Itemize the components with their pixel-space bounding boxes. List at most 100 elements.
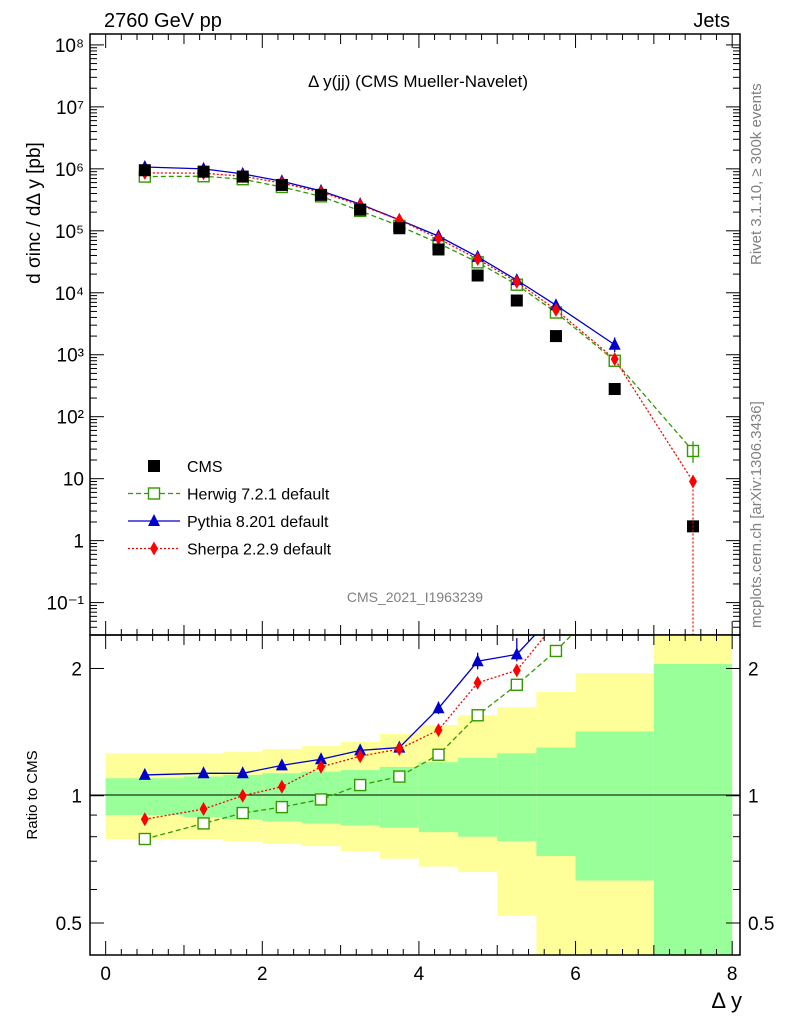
- x-tick-label: 2: [257, 964, 268, 985]
- watermark: CMS_2021_I1963239: [347, 589, 483, 605]
- ratio-series: [138, 634, 573, 846]
- x-tick-label: 6: [570, 964, 581, 985]
- data-point: [432, 243, 445, 256]
- y-tick-label: 10⁸: [55, 36, 84, 57]
- series-herwig: [138, 170, 700, 458]
- series-line: [144, 166, 616, 346]
- inner-band: [105, 778, 184, 816]
- ratio-point: [432, 748, 445, 761]
- y-tick-label: 10⁷: [56, 98, 84, 119]
- ratio-tick-label-right: 1: [748, 787, 759, 808]
- data-point: [434, 231, 443, 246]
- ratio-tick-label-right: 2: [748, 659, 759, 680]
- inner-band: [458, 757, 498, 837]
- ratio-point: [277, 779, 286, 794]
- ratio-point: [199, 802, 208, 817]
- header-right: Jets: [693, 10, 730, 32]
- ratio-point: [473, 675, 482, 690]
- series-pythia: [138, 160, 621, 350]
- side-text-bottom: mcplots.cern.ch [arXiv:1306.3436]: [748, 401, 765, 628]
- data-point: [275, 178, 288, 191]
- ratio-point: [236, 806, 249, 820]
- ratio-point: [275, 800, 289, 814]
- inner-band: [497, 753, 537, 842]
- data-point: [510, 294, 523, 307]
- legend-label: Pythia 8.201 default: [187, 514, 329, 531]
- ratio-series-herwig: [138, 634, 573, 846]
- ratio-point: [393, 770, 406, 783]
- y-tick-label: 10³: [57, 346, 84, 367]
- ratio-plot: 0.5 0.5 1 1 2 2 0 2 4 6 8 Ratio to CMS Δ y: [24, 34, 774, 1013]
- legend-label: Sherpa 2.2.9 default: [187, 542, 332, 559]
- data-point: [393, 222, 406, 235]
- ratio-series-sherpa: [140, 634, 547, 827]
- ratio-point: [317, 759, 326, 774]
- y-tick-label: 1: [73, 532, 84, 553]
- ratio-point: [138, 767, 151, 780]
- ratio-point: [471, 709, 484, 722]
- series-cms: [138, 164, 700, 533]
- ratio-tick-label: 1: [71, 787, 82, 808]
- legend-marker: [148, 514, 160, 526]
- data-point: [610, 352, 619, 367]
- y-tick-label: 10⁵: [55, 222, 84, 243]
- data-point: [354, 203, 367, 216]
- legend-marker: [148, 460, 160, 472]
- side-text-top: Rivet 3.1.10, ≥ 300k events: [748, 83, 765, 265]
- legend-marker: [150, 541, 158, 556]
- y-tick-label: 10: [63, 470, 84, 491]
- inner-band: [653, 663, 733, 955]
- series-line: [144, 175, 694, 452]
- ratio-point: [434, 723, 443, 738]
- ratio-plot-frame: [89, 634, 741, 956]
- ratio-point: [356, 749, 365, 764]
- x-tick-label: 4: [414, 964, 425, 985]
- inner-band: [575, 731, 654, 881]
- ratio-point: [510, 678, 524, 691]
- inner-band: [536, 747, 576, 857]
- x-tick-label: 0: [100, 964, 111, 985]
- legend-label: Herwig 7.2.1 default: [187, 487, 330, 504]
- ratio-point: [395, 741, 404, 756]
- ratio-tick-label: 0.5: [56, 914, 82, 935]
- data-point: [473, 252, 482, 267]
- main-series: [138, 160, 700, 635]
- ratio-y-axis-label: Ratio to CMS: [24, 750, 41, 839]
- data-point: [138, 164, 151, 177]
- data-point: [315, 188, 328, 201]
- y-tick-label: 10⁴: [55, 284, 84, 305]
- data-point: [197, 165, 210, 178]
- x-tick-label: 8: [727, 964, 738, 985]
- y-tick-label: 10⁶: [55, 160, 84, 181]
- ratio-point: [315, 752, 328, 765]
- header-left: 2760 GeV pp: [104, 10, 222, 32]
- data-point: [236, 170, 249, 183]
- ratio-point: [549, 644, 563, 658]
- ratio-point: [197, 766, 210, 779]
- ratio-tick-label-right: 0.5: [748, 914, 774, 935]
- legend-label: CMS: [187, 459, 223, 476]
- data-point: [549, 330, 562, 343]
- data-point: [551, 302, 560, 317]
- ratio-point: [512, 663, 521, 678]
- ratio-point: [314, 793, 328, 806]
- legend: CMS Herwig 7.2.1 default Pythia 8.201 defa…: [128, 459, 332, 559]
- ratio-y-ticks: 0.5 0.5 1 1 2 2: [56, 659, 775, 935]
- x-ticks: 0 2 4 6 8: [100, 34, 737, 985]
- main-plot: 10⁻¹ 1 10 10² 10³ 10⁴ 10⁵ 10⁶ 10⁷ 10⁸ Δ y(jj) (CM…: [24, 33, 741, 636]
- series-line: [144, 172, 694, 482]
- ratio-point: [236, 766, 249, 779]
- main-y-ticks: 10⁻¹ 1 10 10² 10³ 10⁴ 10⁵ 10⁶ 10⁷ 10⁸: [47, 36, 740, 628]
- ratio-point: [238, 788, 247, 803]
- x-axis-label: Δ y: [711, 988, 742, 1013]
- y-tick-label: 10⁻¹: [47, 594, 85, 615]
- ratio-point: [197, 817, 210, 830]
- ratio-line: [144, 634, 573, 840]
- data-point: [512, 274, 521, 289]
- ratio-tick-label: 2: [71, 659, 82, 680]
- inner-band: [340, 770, 380, 826]
- legend-marker: [147, 487, 161, 500]
- main-title: Δ y(jj) (CMS Mueller-Navelet): [308, 72, 528, 91]
- ratio-point: [275, 758, 288, 771]
